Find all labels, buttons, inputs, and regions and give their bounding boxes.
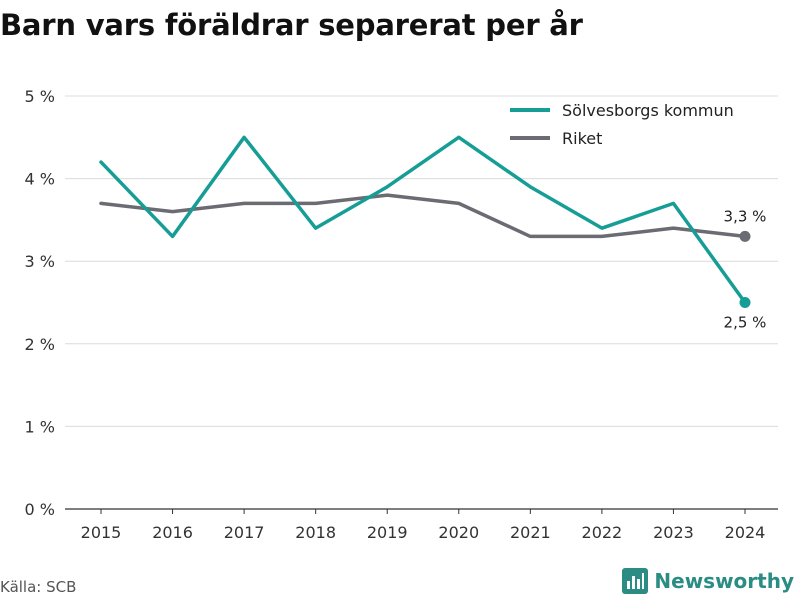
end-point-riket xyxy=(739,230,751,242)
x-tick-label: 2023 xyxy=(653,523,694,542)
series-line-riket xyxy=(99,193,747,239)
x-tick-label: 2017 xyxy=(224,523,265,542)
x-tick-label: 2018 xyxy=(295,523,336,542)
y-tick-label: 4 % xyxy=(25,170,55,189)
x-tick-label: 2021 xyxy=(510,523,551,542)
series-layer: 3,3 % 2,5 % xyxy=(99,135,767,332)
x-tick-label: 2015 xyxy=(81,523,122,542)
chart-title: Barn vars föräldrar separerat per år xyxy=(0,8,583,42)
series-line-solvesborg xyxy=(99,135,747,305)
legend-label: Sölvesborgs kommun xyxy=(562,101,734,120)
brand-name: Newsworthy xyxy=(654,569,794,593)
x-tick-label: 2016 xyxy=(152,523,193,542)
brand-logo: Newsworthy xyxy=(622,568,794,594)
x-tick-label: 2024 xyxy=(725,523,766,542)
y-tick-label: 2 % xyxy=(25,335,55,354)
grid-layer xyxy=(65,95,778,510)
axis-layer: 0 % 1 % 2 % 3 % 4 % 5 % 2015 2016 2017 2018 2019 20… xyxy=(25,87,766,542)
legend: Sölvesborgs kommun Riket xyxy=(510,101,734,148)
legend-label: Riket xyxy=(562,129,602,148)
x-tick-label: 2020 xyxy=(438,523,479,542)
source-note: Källa: SCB xyxy=(0,578,77,596)
y-tick-label: 3 % xyxy=(25,252,55,271)
end-label-solvesborg: 2,5 % xyxy=(724,314,767,332)
end-point-solvesborg xyxy=(739,297,751,308)
y-tick-label: 5 % xyxy=(25,87,55,106)
newsworthy-logo-icon xyxy=(622,568,649,594)
x-tick-label: 2022 xyxy=(582,523,623,542)
y-tick-label: 1 % xyxy=(25,417,55,436)
end-label-riket: 3,3 % xyxy=(724,207,767,225)
y-tick-label: 0 % xyxy=(25,500,55,519)
x-tick-label: 2019 xyxy=(367,523,408,542)
